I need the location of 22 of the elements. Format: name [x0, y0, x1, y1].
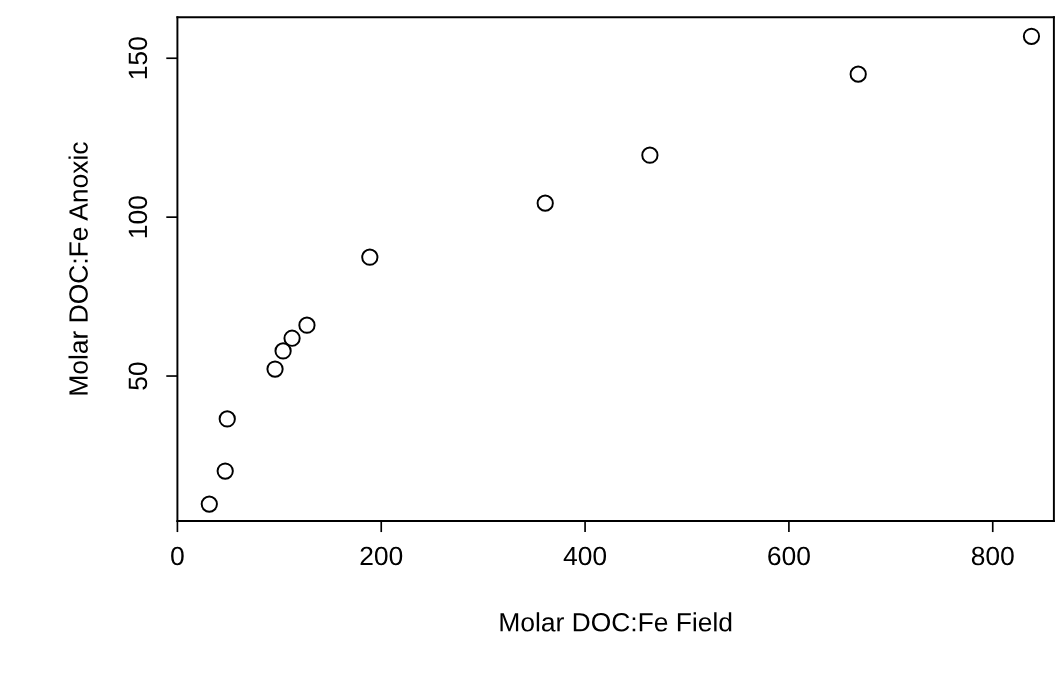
y-tick-label: 50	[128, 362, 148, 390]
y-tick-label: 150	[128, 37, 148, 79]
point	[641, 146, 659, 164]
point	[216, 462, 234, 480]
point	[298, 316, 316, 334]
x-axis-title: Molar DOC:Fe Field	[500, 612, 732, 632]
x-tick-label: 800	[971, 546, 1014, 566]
x-tick-label: 600	[768, 546, 810, 566]
point	[200, 495, 218, 513]
x-tick-label: 200	[360, 546, 403, 566]
point	[1022, 27, 1041, 45]
x-tick-label: 0	[171, 546, 184, 566]
point	[266, 360, 284, 378]
y-tick-label: 100	[128, 196, 148, 238]
point	[274, 342, 292, 360]
y-axis-title: Molar DOC:Fe Anoxic	[68, 142, 88, 395]
point	[361, 248, 379, 266]
point	[218, 410, 236, 428]
point	[536, 194, 554, 212]
point	[283, 329, 301, 347]
point	[849, 65, 867, 83]
x-tick-label: 400	[563, 546, 607, 566]
